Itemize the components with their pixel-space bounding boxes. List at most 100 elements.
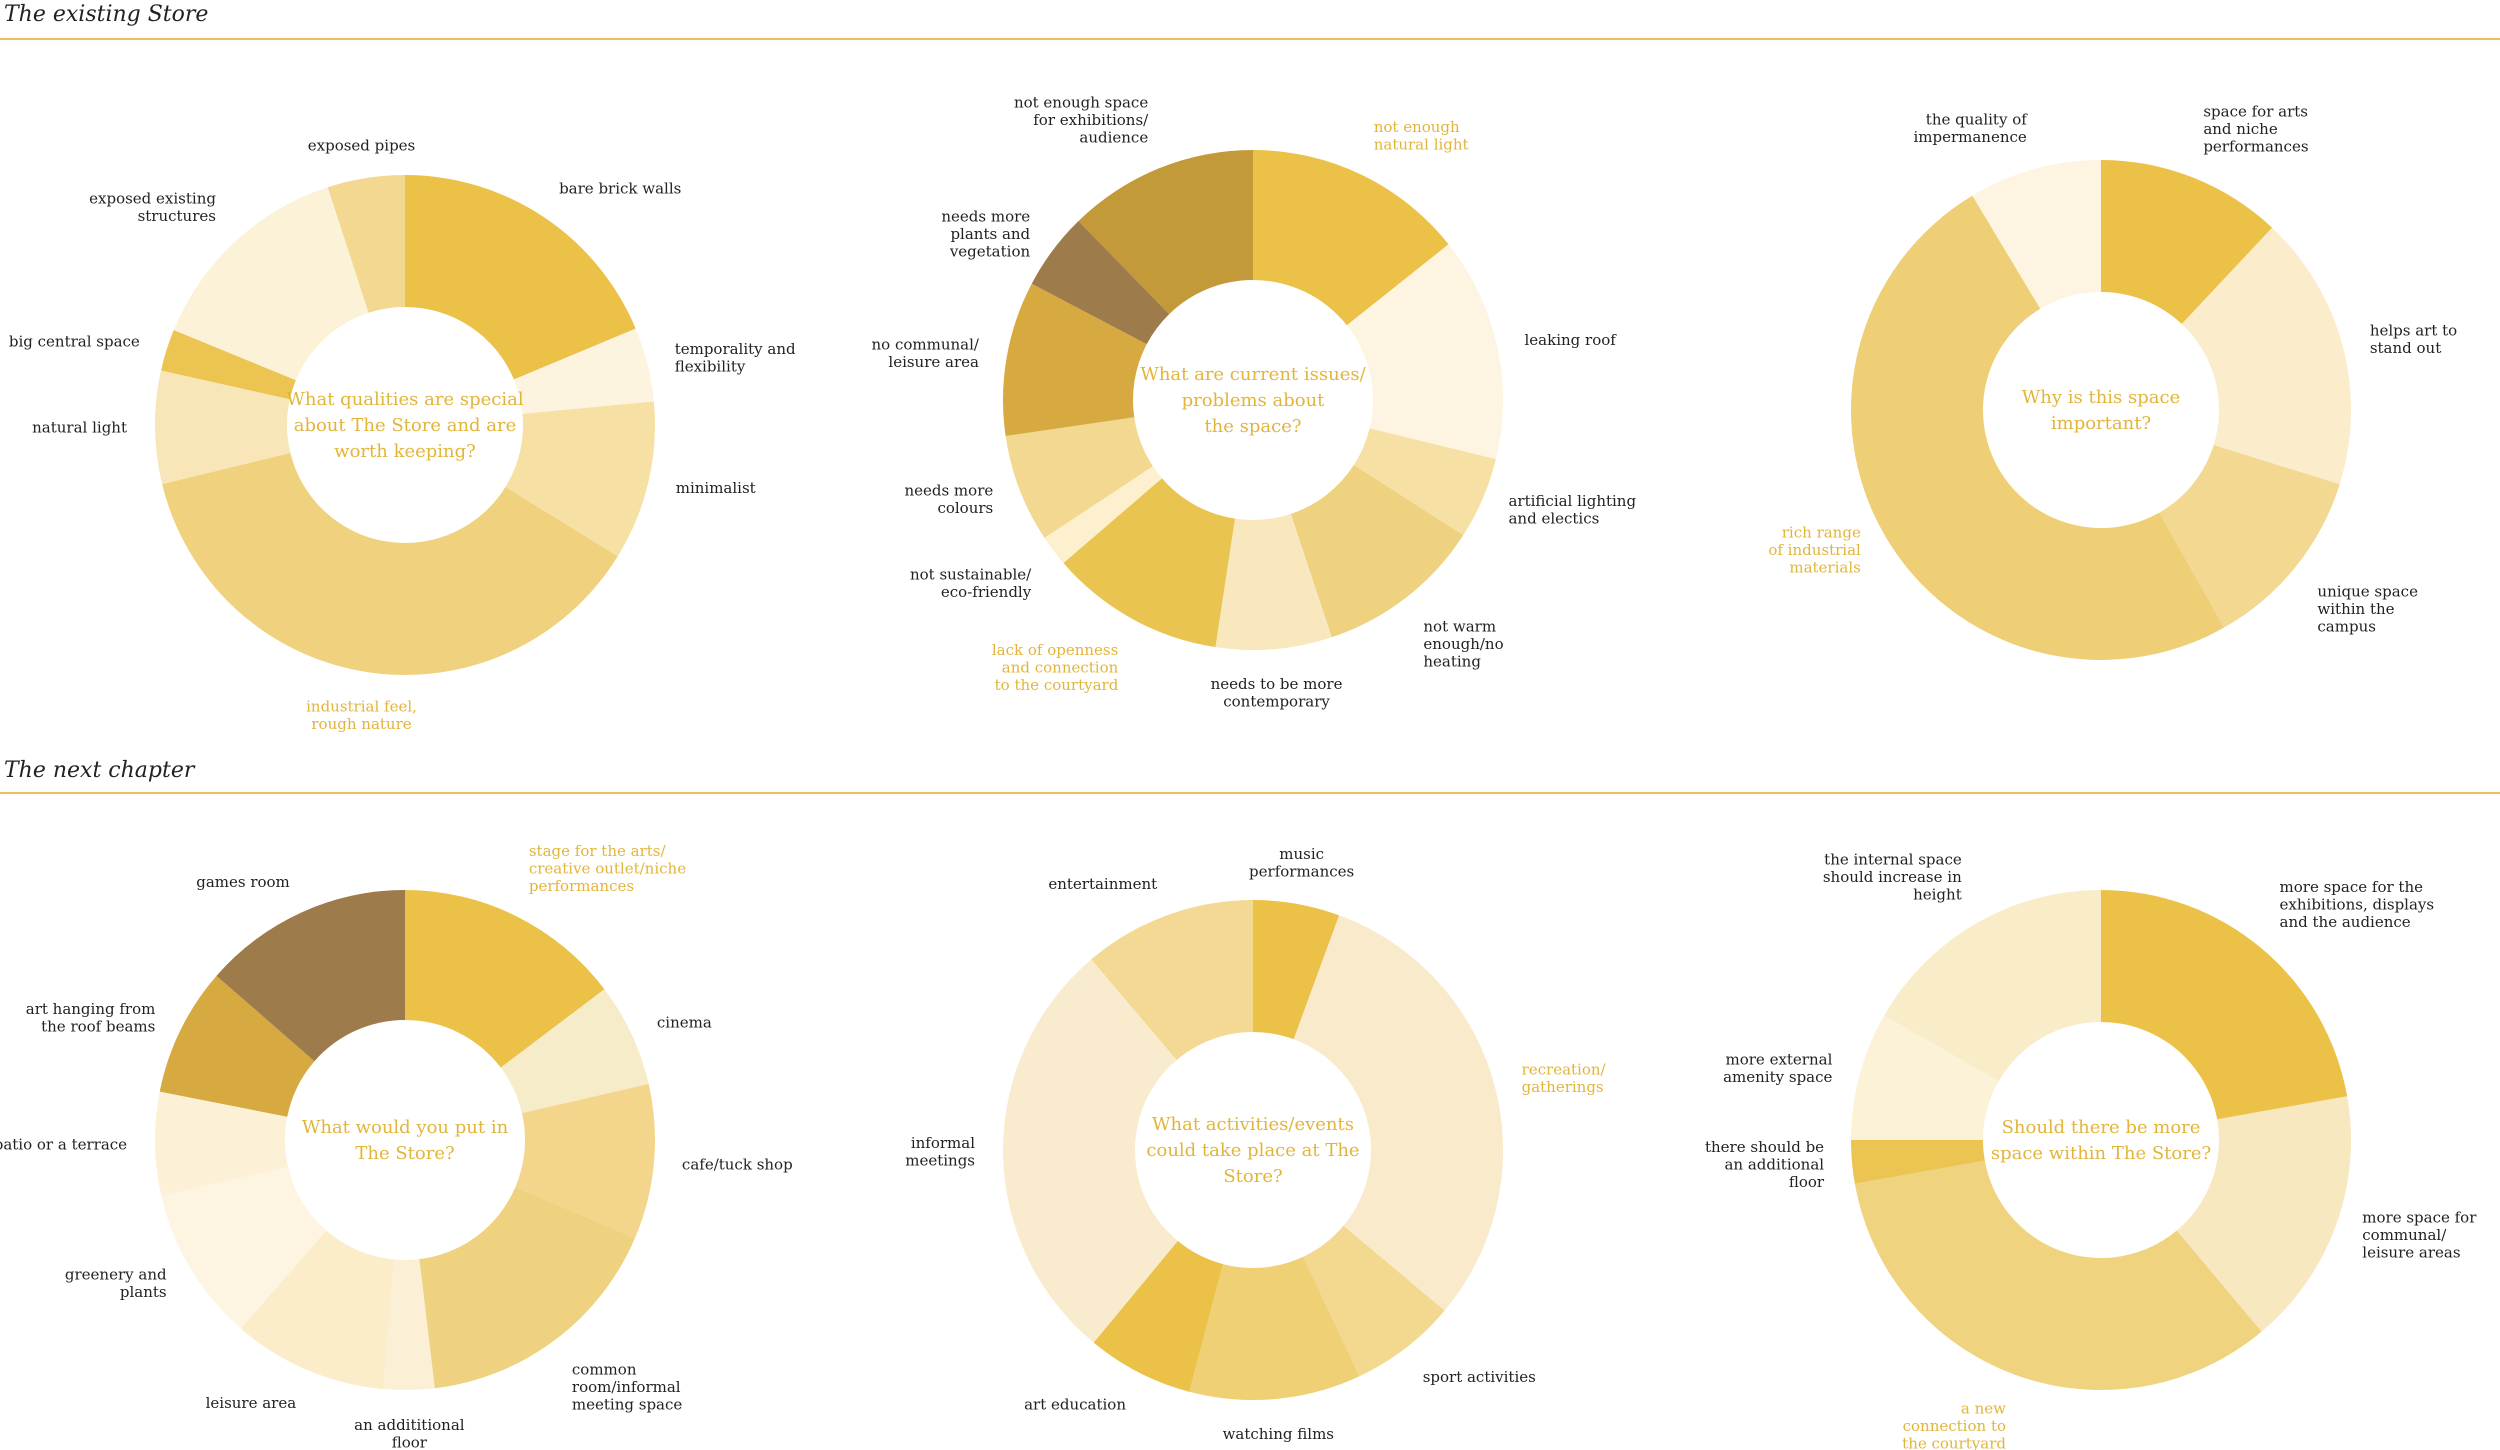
chart-question: What would you put in The Store?	[302, 1117, 509, 1164]
donut-chart-4: stage for the arts/creative outlet/niche…	[0, 842, 793, 1450]
slice-label: cinema	[657, 1013, 712, 1031]
slice-label: big central space	[9, 333, 140, 351]
donut-slice	[216, 890, 405, 1062]
section-rule-existing-store	[0, 38, 2500, 40]
donut-slice	[161, 1166, 327, 1329]
donut-slice	[1290, 464, 1464, 638]
slice-label: watching films	[1223, 1425, 1334, 1443]
donut-slice	[515, 1083, 656, 1238]
slice-label: rich range of industrial materials	[1768, 524, 1861, 577]
donut-slice	[162, 452, 618, 675]
donut-slice	[1851, 1015, 1999, 1140]
donut-slice	[327, 175, 405, 313]
slice-label: not warm enough/no heating	[1423, 618, 1503, 671]
donut-slice	[1093, 1240, 1223, 1392]
slice-label: common room/informal meeting space	[572, 1360, 682, 1413]
donut-slice	[505, 401, 655, 557]
donut-slice	[1189, 1256, 1360, 1400]
slice-label: exposed pipes	[308, 136, 416, 154]
donut-chart-6: more space for the exhibitions, displays a…	[1705, 850, 2477, 1450]
donut-slice	[1303, 1225, 1445, 1377]
donut-slice	[1854, 1160, 2262, 1390]
slice-label: recreation/gatherings	[1522, 1061, 1607, 1097]
slice-label: not enough natural light	[1374, 118, 1469, 154]
donut-slice	[2101, 890, 2348, 1120]
donut-slice	[1253, 150, 1449, 326]
slice-label: music performances	[1249, 845, 1354, 881]
donut-slice	[1850, 195, 2225, 661]
slice-label: lack of openness and connection to the cou…	[992, 641, 1119, 694]
donut-slice	[513, 328, 654, 414]
slice-label: helps art to stand out	[2370, 321, 2457, 357]
donut-slice	[159, 975, 315, 1117]
slice-label: needs more plants and vegetation	[941, 207, 1030, 260]
section-title-existing-store: The existing Store	[4, 2, 209, 27]
slice-label: entertainment	[1048, 875, 1157, 893]
donut-slice	[383, 1259, 435, 1391]
slice-label: greenery and plants	[65, 1265, 167, 1301]
slice-label: not sustainable/eco-friendly	[910, 566, 1032, 602]
donut-slice	[2101, 160, 2273, 324]
slice-label: needs more colours	[904, 481, 993, 517]
donut-slice	[161, 330, 296, 400]
donut-chart-3: space for arts and niche performances helps…	[1768, 103, 2457, 661]
donut-slice	[155, 370, 291, 485]
donut-slice	[1003, 959, 1178, 1343]
donut-slice	[240, 1230, 395, 1390]
slice-label: patio or a terrace	[0, 1135, 127, 1153]
slice-label: cafe/tuck shop	[682, 1155, 793, 1173]
donut-slice	[1044, 466, 1162, 563]
slice-label: needs to be more contemporary	[1211, 675, 1343, 711]
donut-slice	[405, 175, 636, 380]
slice-label: informal meetings	[905, 1134, 975, 1170]
donut-slice	[155, 1091, 289, 1197]
section-rule-next-chapter	[0, 792, 2500, 794]
slice-label: stage for the arts/creative outlet/niche…	[529, 842, 686, 895]
donut-slice	[1972, 160, 2101, 309]
slice-label: industrial feel, rough nature	[306, 698, 417, 734]
slice-label: more external amenity space	[1723, 1051, 1832, 1087]
slice-label: minimalist	[676, 479, 756, 497]
donut-slice	[1063, 478, 1235, 648]
slice-label: not enough space for exhibitions/audience	[1014, 93, 1149, 146]
donut-slice	[1005, 417, 1153, 538]
slice-label: exposed existing structures	[89, 190, 216, 226]
slice-label: art education	[1024, 1395, 1126, 1413]
donut-slice	[2181, 227, 2351, 485]
chart-question: Should there be more space within The Sto…	[1991, 1117, 2211, 1164]
donut-slice	[2176, 1096, 2351, 1332]
slice-label: bare brick walls	[559, 180, 681, 198]
slice-label: leaking roof	[1524, 331, 1617, 349]
slice-label: no communal/leisure area	[872, 335, 980, 371]
slice-label: natural light	[32, 419, 127, 437]
slice-label: more space for communal/leisure areas	[2362, 1208, 2477, 1261]
slice-label: an addititional floor	[354, 1416, 465, 1450]
slice-label: more space for the exhibitions, displays a…	[2280, 878, 2435, 931]
donut-slice	[1253, 900, 1340, 1040]
slice-label: temporality and flexibility	[675, 340, 796, 376]
slice-label: artificial lighting and electics	[1508, 492, 1636, 528]
donut-slice	[173, 187, 369, 381]
slice-label: unique space within the campus	[2317, 582, 2418, 635]
donut-slice	[419, 1186, 636, 1389]
slice-label: sport activities	[1423, 1368, 1536, 1386]
donut-chart-5: music performances recreation/gatherings sp…	[905, 845, 1606, 1443]
donut-slice	[1346, 244, 1504, 460]
donut-slice	[1091, 900, 1253, 1061]
donut-slice	[405, 890, 605, 1068]
slice-label: space for arts and niche performances	[2203, 103, 2308, 156]
donut-slice	[1851, 1140, 1985, 1184]
chart-question: What qualities are special about The Stor…	[286, 389, 523, 462]
donut-chart-1: bare brick walls temporality and flexibili…	[9, 136, 796, 733]
chart-question: Why is this space important?	[2022, 387, 2180, 434]
slice-label: leisure area	[206, 1394, 297, 1412]
donut-chart-2: not enough natural light leaking roof artif…	[872, 93, 1637, 710]
donut-slice	[1031, 221, 1170, 345]
donut-slice	[1293, 915, 1503, 1311]
donut-slice	[1353, 428, 1496, 536]
slice-label: art hanging from the roof beams	[26, 1000, 156, 1036]
slice-label: games room	[196, 873, 290, 891]
donut-slice	[500, 989, 649, 1114]
donut-slice	[1078, 150, 1253, 315]
